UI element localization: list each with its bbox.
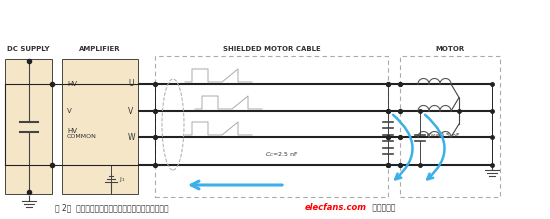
- Text: V: V: [128, 106, 133, 115]
- Bar: [62, 59, 138, 194]
- Text: U: U: [128, 79, 134, 88]
- Text: elecfans.com: elecfans.com: [305, 203, 367, 212]
- Text: HV: HV: [67, 128, 77, 134]
- Text: $C_M$=0.5 nF: $C_M$=0.5 nF: [426, 132, 461, 140]
- Text: 图 2，  将驱动电缆屏蔽可使噪声电流安全分流入地。: 图 2， 将驱动电缆屏蔽可使噪声电流安全分流入地。: [55, 203, 169, 212]
- Text: J$_1$: J$_1$: [119, 175, 126, 184]
- Text: 电子发烧友: 电子发烧友: [370, 203, 395, 212]
- Text: AMPLIFIER: AMPLIFIER: [79, 46, 121, 52]
- Text: MOTOR: MOTOR: [436, 46, 465, 52]
- Text: COMMON: COMMON: [67, 134, 97, 140]
- Text: DC SUPPLY: DC SUPPLY: [7, 46, 50, 52]
- Text: $C_C$=2.5 nF: $C_C$=2.5 nF: [265, 150, 299, 159]
- Text: W: W: [128, 132, 135, 141]
- Text: HV: HV: [67, 81, 77, 87]
- Bar: [5, 59, 52, 194]
- Bar: [155, 56, 388, 197]
- Bar: [400, 56, 500, 197]
- Text: V: V: [67, 108, 72, 114]
- Text: SHIELDED MOTOR CABLE: SHIELDED MOTOR CABLE: [223, 46, 320, 52]
